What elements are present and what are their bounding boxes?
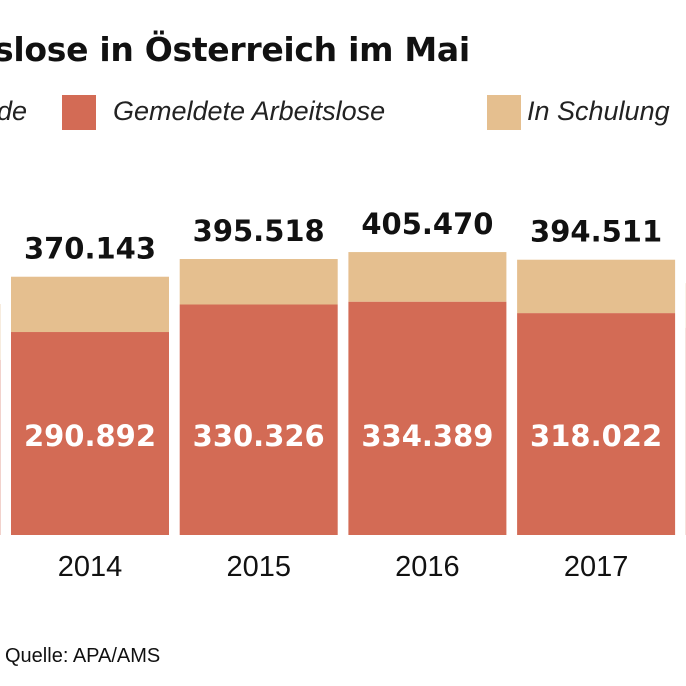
bar-gemeldete: [11, 332, 169, 535]
bar-schulung: [348, 252, 507, 302]
legend-label-schulung: In Schulung: [527, 96, 670, 126]
x-tick-label: 2016: [395, 551, 460, 583]
total-label: 394.511: [530, 215, 662, 249]
legend-label-cropped: de: [0, 96, 28, 126]
x-tick-label: 2017: [564, 551, 629, 583]
bar-schulung: [179, 259, 338, 305]
x-tick-label: 2015: [226, 551, 291, 583]
total-label: 405.470: [361, 207, 493, 241]
x-tick-label: 2014: [58, 551, 123, 583]
legend-swatch-gemeldete: [62, 95, 96, 130]
bar-gemeldete: [517, 313, 676, 535]
segment-label: 318.022: [530, 419, 662, 453]
segment-label: 334.389: [361, 419, 493, 453]
source-note: Quelle: APA/AMS: [5, 645, 161, 667]
bar-gemeldete: [348, 301, 507, 535]
segment-label: 290.892: [24, 419, 156, 453]
bar-schulung: [517, 259, 676, 314]
legend-swatch-schulung: [487, 95, 521, 130]
total-label: 395.518: [193, 214, 325, 248]
total-label: 370.143: [24, 232, 156, 266]
legend-label-gemeldete: Gemeldete Arbeitslose: [113, 96, 386, 126]
segment-label: 330.326: [193, 419, 325, 453]
chart-title: slose in Österreich im Mai: [0, 30, 470, 69]
bar-gemeldete: [179, 304, 338, 535]
bar-schulung: [11, 276, 169, 333]
